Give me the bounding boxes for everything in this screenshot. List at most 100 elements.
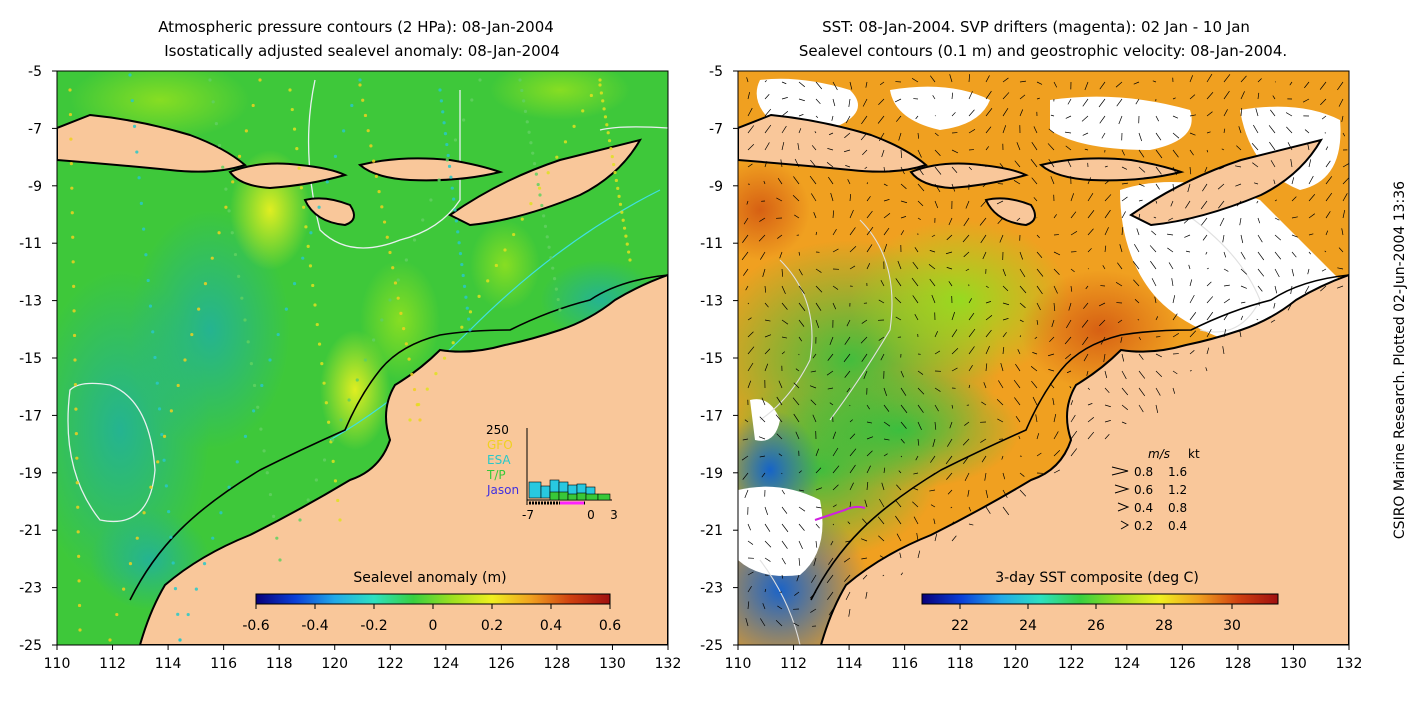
velocity-vector <box>1014 397 1021 406</box>
altimeter-track-point <box>237 154 242 158</box>
velocity-vector <box>832 523 835 526</box>
velocity-vector <box>1206 73 1213 83</box>
y-tick-label: -13 <box>700 294 723 310</box>
velocity-vector <box>759 455 766 458</box>
velocity-legend-ms: 0.2 <box>1134 519 1153 533</box>
x-tick-label: 130 <box>599 656 626 672</box>
altimeter-track-point <box>609 147 613 151</box>
velocity-vector <box>1070 285 1073 292</box>
velocity-vector <box>879 498 885 508</box>
y-tick-label: -13 <box>19 294 42 310</box>
velocity-vector <box>1117 262 1123 270</box>
altimeter-track-point <box>262 449 266 453</box>
velocity-vector <box>815 285 823 293</box>
velocity-vector <box>1155 183 1160 190</box>
velocity-vector <box>747 163 753 168</box>
velocity-vector <box>747 586 752 593</box>
altimeter-track-point <box>620 210 624 214</box>
velocity-vector <box>764 161 768 168</box>
velocity-vector <box>911 277 919 287</box>
velocity-vector <box>1047 353 1055 357</box>
velocity-vector <box>983 382 987 389</box>
velocity-vector <box>1291 177 1295 185</box>
altimeter-track-point <box>347 398 351 402</box>
altimeter-track-point <box>278 558 282 562</box>
altimeter-track-point <box>71 260 75 264</box>
altimeter-track-point <box>306 244 310 248</box>
velocity-vector <box>911 78 919 83</box>
left-island-timor <box>448 138 643 227</box>
velocity-vector <box>1223 298 1231 304</box>
altimeter-track-point <box>412 238 417 242</box>
velocity-vector <box>1274 199 1277 202</box>
velocity-vector <box>932 95 936 100</box>
right-island-java <box>738 113 929 173</box>
velocity-vector <box>915 115 919 120</box>
altimeter-track-point <box>219 511 223 515</box>
altimeter-track-point <box>443 132 448 136</box>
velocity-vector <box>764 142 770 151</box>
velocity-vector <box>1257 302 1261 306</box>
velocity-vector <box>843 353 851 363</box>
velocity-legend-ms: 0.6 <box>1134 483 1153 497</box>
velocity-vector <box>1155 149 1163 159</box>
altimeter-track-point <box>437 178 441 182</box>
velocity-vector <box>747 346 755 355</box>
velocity-vector <box>1002 472 1006 480</box>
velocity-vector <box>747 143 755 151</box>
velocity-vector <box>764 80 767 83</box>
velocity-vector <box>917 132 920 139</box>
altimeter-track-point <box>292 127 297 131</box>
velocity-vector <box>1189 132 1196 136</box>
inset-bar <box>585 493 599 501</box>
velocity-vector <box>1290 285 1293 295</box>
altimeter-track-point <box>301 256 305 260</box>
velocity-vector <box>1206 149 1209 153</box>
velocity-vector <box>797 142 800 151</box>
inset-legend-entry: ESA <box>487 453 511 467</box>
velocity-vector <box>815 467 822 474</box>
altimeter-track-point <box>616 186 620 191</box>
altimeter-track-point <box>358 78 362 82</box>
velocity-vector <box>1002 125 1007 134</box>
altimeter-track-point <box>518 78 522 82</box>
colorbar-tick-label: 0.6 <box>599 618 621 634</box>
velocity-vector <box>896 115 902 122</box>
velocity-vector <box>1240 75 1247 83</box>
y-tick-label: -7 <box>28 121 42 137</box>
altimeter-track-point <box>556 297 560 302</box>
altimeter-track-point <box>275 536 279 540</box>
velocity-vector <box>798 268 803 276</box>
velocity-vector <box>1188 264 1191 270</box>
altimeter-track-point <box>624 234 628 238</box>
velocity-vector <box>962 234 970 243</box>
velocity-vector <box>1032 396 1038 406</box>
velocity-vector <box>1015 363 1021 372</box>
velocity-vector <box>1167 247 1174 253</box>
altimeter-track-point <box>460 325 464 329</box>
velocity-vector <box>1002 92 1010 100</box>
velocity-vector <box>1104 209 1111 219</box>
velocity-vector <box>864 166 868 170</box>
velocity-vector <box>844 132 851 139</box>
velocity-vector <box>1172 149 1179 158</box>
altimeter-track-point <box>151 330 155 334</box>
velocity-vector <box>950 506 953 509</box>
velocity-vector <box>883 243 888 253</box>
altimeter-track-point <box>421 218 425 222</box>
velocity-vector <box>1099 319 1106 326</box>
velocity-vector <box>951 112 956 117</box>
velocity-header-ms: m/s <box>1148 447 1170 461</box>
velocity-vector <box>1121 182 1129 185</box>
altimeter-track-point <box>268 358 272 362</box>
velocity-vector <box>1256 318 1259 321</box>
altimeter-track-point <box>153 355 157 360</box>
altimeter-track-point <box>494 263 498 268</box>
altimeter-track-point <box>137 176 141 180</box>
velocity-vector <box>1336 285 1344 289</box>
x-tick-label: 120 <box>1002 656 1029 672</box>
altimeter-track-point <box>542 214 546 218</box>
velocity-vector <box>1274 217 1280 221</box>
velocity-vector <box>1019 109 1024 117</box>
